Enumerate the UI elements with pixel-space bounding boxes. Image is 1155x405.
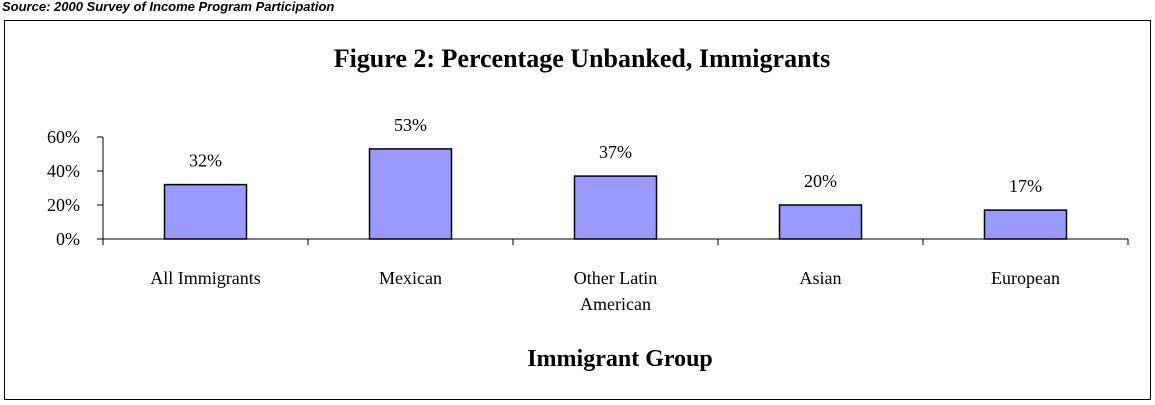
- x-tick-label: Other Latin American: [574, 268, 657, 314]
- y-tick-label: 0%: [56, 229, 80, 249]
- bars: [163, 148, 1068, 240]
- y-tick-label: 40%: [47, 161, 80, 181]
- x-tick-label-line: American: [580, 294, 651, 314]
- x-tick-label: European: [991, 268, 1060, 288]
- bar: [573, 175, 658, 240]
- x-tick-label-line: Mexican: [379, 268, 442, 288]
- data-label: 32%: [189, 151, 222, 171]
- bar: [983, 209, 1068, 240]
- data-labels: 32% 53% 37% 20% 17%: [189, 115, 1042, 196]
- bar: [163, 183, 248, 240]
- y-tick-label: 20%: [47, 195, 80, 215]
- y-tick-label: 60%: [47, 127, 80, 147]
- data-label: 37%: [599, 142, 632, 162]
- y-tick-labels: 0% 20% 40% 60%: [47, 127, 80, 249]
- source-note: Source: 2000 Survey of Income Program Pa…: [2, 0, 335, 14]
- bar: [368, 148, 453, 240]
- data-label: 53%: [394, 115, 427, 135]
- x-tick-labels: All Immigrants Mexican Other Latin American…: [150, 268, 1060, 314]
- x-tick-label: Asian: [800, 268, 842, 288]
- chart-title: Figure 2: Percentage Unbanked, Immigrant…: [334, 44, 831, 73]
- x-tick-label-line: All Immigrants: [150, 268, 261, 288]
- x-tick-label-line: European: [991, 268, 1060, 288]
- data-label: 17%: [1009, 176, 1042, 196]
- data-label: 20%: [804, 171, 837, 191]
- x-tick-label: Mexican: [379, 268, 442, 288]
- x-tick-label-line: Asian: [800, 268, 842, 288]
- x-axis-title: Immigrant Group: [527, 346, 713, 372]
- x-tick-label: All Immigrants: [150, 268, 261, 288]
- x-tick-label-line: Other Latin: [574, 268, 657, 288]
- bar: [778, 204, 863, 240]
